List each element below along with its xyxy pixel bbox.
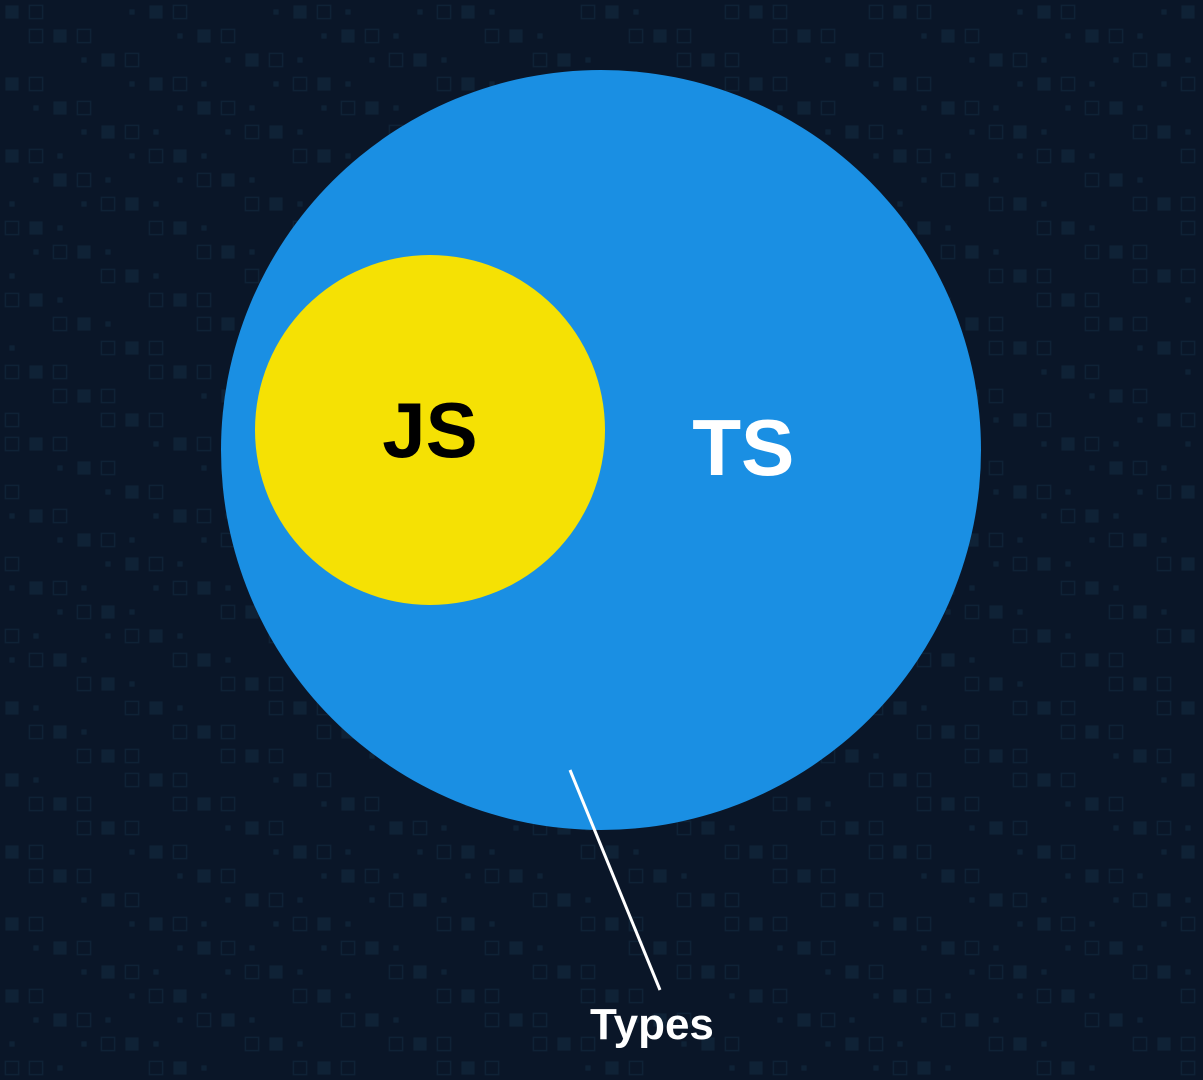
- callout-line: [0, 0, 1203, 1080]
- callout-label: Types: [590, 1000, 714, 1050]
